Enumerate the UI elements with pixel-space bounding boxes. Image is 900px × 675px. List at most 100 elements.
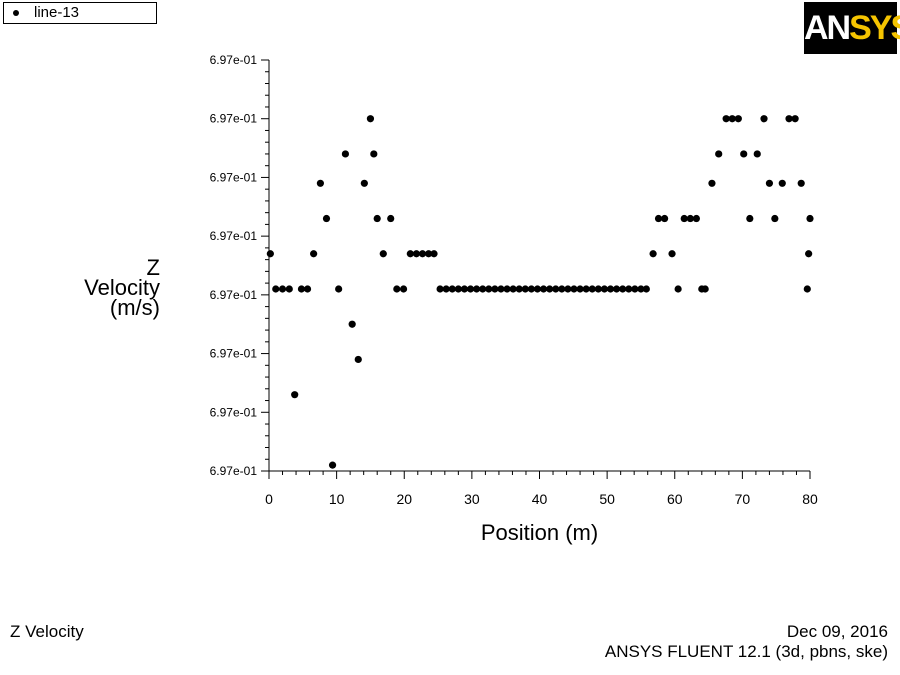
data-point [692, 214, 700, 223]
data-point [753, 150, 761, 158]
data-point [805, 250, 813, 258]
data-point [485, 285, 493, 293]
data-point [785, 115, 793, 123]
data-point [797, 179, 805, 187]
x-tick-label: 70 [735, 491, 751, 507]
data-point [576, 285, 584, 293]
data-point [335, 285, 343, 293]
x-tick-label: 40 [532, 491, 548, 507]
data-point [680, 214, 688, 223]
axes: 6.97e-01 6.97e-01 6.97e-01 6.97e-01 6.97e-01… [84, 53, 818, 545]
data-point [430, 250, 438, 258]
data-point [778, 179, 786, 187]
x-tick-label: 60 [667, 491, 683, 507]
data-point [588, 285, 596, 293]
data-point [708, 179, 716, 187]
footer-date: Dec 09, 2016 [786, 622, 888, 641]
y-tick-label: 6.97e-01 [210, 170, 258, 184]
data-point [303, 285, 312, 293]
data-point [625, 285, 633, 293]
data-point [360, 179, 368, 187]
data-point [473, 285, 481, 293]
x-tick-label: 80 [802, 491, 818, 507]
data-point [316, 179, 324, 187]
data-point [746, 214, 754, 223]
data-point [760, 115, 768, 123]
data-point [668, 250, 676, 258]
data-point [740, 150, 748, 158]
y-axis-title-line: Z [147, 255, 160, 280]
logo-text-main: AN [804, 9, 851, 47]
footer-info: Dec 09, 2016 ANSYS FLUENT 12.1 (3d, pbns… [605, 622, 888, 662]
data-point [661, 214, 669, 223]
data-point [558, 285, 566, 293]
data-point [341, 150, 350, 158]
data-point [418, 250, 427, 258]
data-point [406, 250, 414, 258]
data-point [515, 285, 523, 293]
y-tick-label: 6.97e-01 [210, 53, 258, 67]
data-point [393, 285, 401, 293]
logo-text-accent: SYS [849, 9, 900, 47]
data-point [497, 285, 505, 293]
data-point [722, 115, 730, 123]
data-point [387, 214, 395, 223]
data-point [715, 150, 723, 158]
data-point [424, 250, 433, 258]
x-tick-label: 10 [329, 491, 345, 507]
data-point [436, 285, 444, 293]
data-point [642, 285, 650, 293]
data-point [533, 285, 542, 293]
data-point [765, 179, 774, 187]
y-tick-label: 6.97e-01 [210, 112, 258, 126]
data-point [649, 250, 657, 258]
data-point [570, 285, 578, 293]
data-point [310, 250, 318, 258]
data-point [491, 285, 499, 293]
x-tick-label: 20 [396, 491, 412, 507]
data-point [370, 150, 378, 158]
data-point [348, 320, 356, 328]
data-point [266, 250, 274, 258]
y-tick-label: 6.97e-01 [210, 347, 258, 361]
data-point [454, 285, 462, 293]
x-tick-label: 0 [265, 491, 273, 507]
data-point [272, 285, 280, 293]
data-point [654, 214, 663, 223]
data-points [266, 115, 814, 469]
data-point [527, 285, 535, 293]
data-point [631, 285, 639, 293]
data-point [594, 285, 602, 293]
legend: line-13 [3, 2, 157, 24]
legend-label: line-13 [34, 4, 80, 21]
y-axis-title-line: (m/s) [110, 295, 160, 320]
data-point [582, 285, 590, 293]
data-point [412, 250, 421, 258]
data-point [297, 285, 306, 293]
ansys-logo: ANSYS [804, 2, 900, 54]
data-point [803, 285, 811, 293]
data-point [771, 214, 779, 223]
data-point [278, 285, 287, 293]
data-point [686, 214, 694, 223]
data-point [448, 285, 456, 293]
data-point [564, 285, 572, 293]
data-point [674, 285, 682, 293]
data-point [322, 214, 331, 223]
data-point [637, 285, 645, 293]
data-point [606, 285, 615, 293]
y-tick-label: 6.97e-01 [210, 464, 258, 478]
x-tick-label: 30 [464, 491, 480, 507]
data-point [379, 250, 387, 258]
data-point [366, 115, 375, 123]
data-point [701, 285, 709, 293]
footer-software: ANSYS FLUENT 12.1 (3d, pbns, ske) [604, 642, 888, 661]
data-point [291, 391, 299, 399]
data-point [791, 115, 799, 123]
data-point [728, 115, 736, 123]
data-point [442, 285, 450, 293]
data-point [373, 214, 381, 223]
y-tick-label: 6.97e-01 [210, 229, 258, 243]
data-point [552, 285, 560, 293]
data-point [328, 461, 337, 469]
